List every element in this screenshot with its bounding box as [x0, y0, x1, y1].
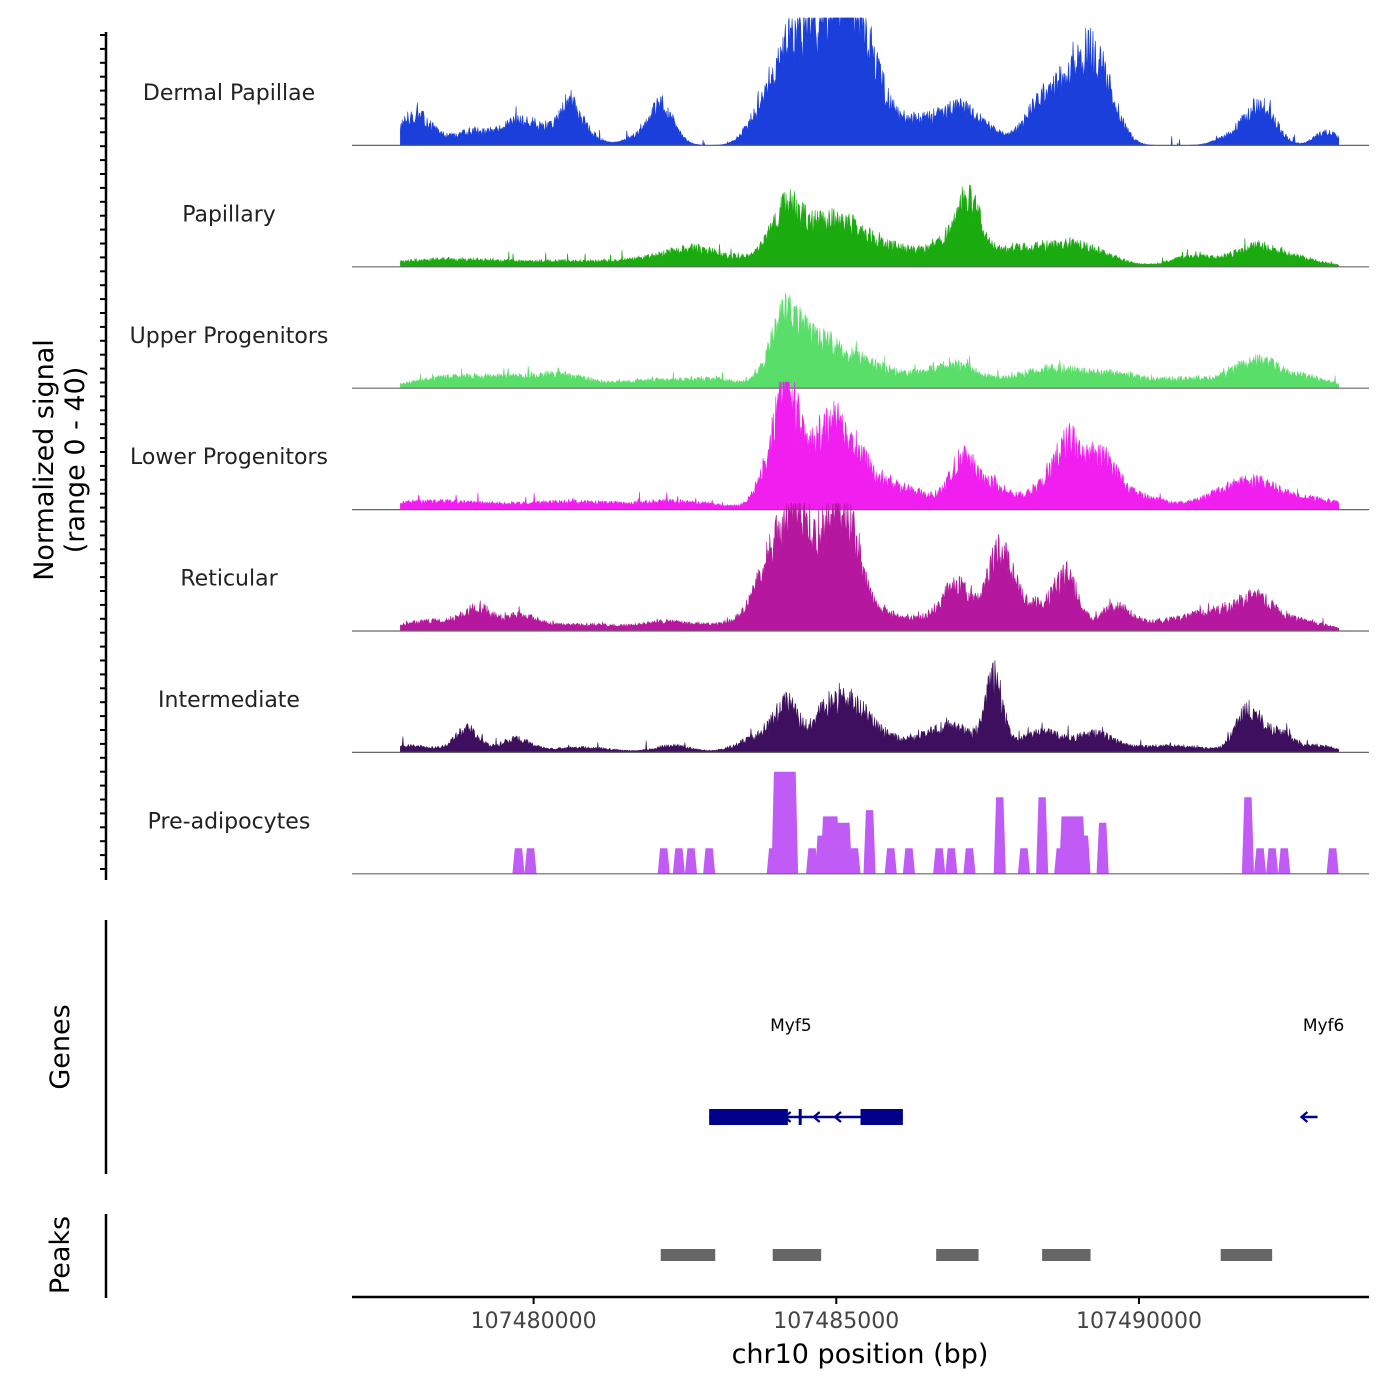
coverage-spike: [902, 848, 915, 874]
track-label: Reticular: [180, 567, 278, 592]
coverage-spike: [963, 848, 976, 874]
coverage-y-axis-title-line1: Normalized signal: [29, 339, 60, 581]
coverage-track: Intermediate: [158, 660, 1369, 754]
gene-label: Myf5: [770, 1016, 812, 1036]
coverage-spike: [945, 848, 958, 874]
coverage-area: [400, 660, 1339, 753]
strand-chevron: [811, 1111, 821, 1123]
coverage-y-axis-title-line2: (range 0 - 40): [60, 367, 91, 554]
coverage-spike: [1036, 797, 1049, 874]
coverage-spike: [1326, 848, 1339, 874]
coverage-spike: [512, 848, 525, 874]
coverage-spike: [933, 848, 946, 874]
coverage-track: Upper Progenitors: [130, 293, 1369, 389]
x-tick-label: 107490000: [1076, 1309, 1202, 1334]
coverage-spike: [884, 848, 897, 874]
coverage-spike: [1278, 848, 1291, 874]
gene-label: Myf6: [1303, 1016, 1345, 1036]
coverage-spike: [993, 797, 1006, 874]
peaks-panel: Peaks: [45, 1214, 1273, 1298]
coverage-tracks: Dermal Papillae Papillary Upper Progenitor…: [130, 17, 1369, 875]
track-label: Dermal Papillae: [143, 81, 315, 106]
x-axis: 107480000 107485000 107490000 chr10 positi…: [352, 1295, 1369, 1370]
x-tick-label: 107480000: [471, 1309, 597, 1334]
peak-regions: [660, 1249, 1273, 1261]
track-label: Papillary: [182, 202, 276, 227]
coverage-spike: [684, 848, 698, 874]
coverage-track: Reticular: [180, 503, 1369, 632]
gene-model: Myf5: [709, 1016, 903, 1125]
gene-exon: [709, 1109, 788, 1125]
coverage-track: Papillary: [182, 184, 1369, 268]
x-axis-ticks: 107480000 107485000 107490000: [471, 1297, 1202, 1334]
coverage-area: [400, 293, 1339, 389]
coverage-spike: [1078, 835, 1091, 874]
strand-chevron: [782, 1111, 792, 1123]
gene-models: Myf5 Myf6: [709, 1016, 1344, 1125]
coverage-panel: Normalized signal (range 0 - 40) Dermal …: [29, 17, 1369, 880]
coverage-spike: [1241, 797, 1254, 874]
coverage-spike: [806, 848, 819, 874]
gene-model: Myf6: [1299, 1016, 1345, 1123]
coverage-area: [400, 184, 1339, 268]
coverage-spike: [832, 822, 852, 874]
coverage-spike: [1266, 848, 1279, 874]
peak-region: [1220, 1249, 1273, 1261]
peak-region: [1042, 1249, 1091, 1261]
x-tick-label: 107485000: [773, 1309, 899, 1334]
coverage-spike: [703, 848, 716, 874]
coverage-y-axis-ticks: [100, 34, 106, 870]
peak-region: [936, 1249, 979, 1261]
track-label: Upper Progenitors: [130, 324, 329, 349]
peaks-y-axis-title: Peaks: [45, 1216, 76, 1294]
coverage-area: [400, 503, 1339, 632]
coverage-spike: [1254, 848, 1267, 874]
strand-arrow: [1299, 1111, 1309, 1123]
coverage-spike: [863, 810, 876, 874]
x-axis-title: chr10 position (bp): [732, 1339, 989, 1370]
coverage-track: Lower Progenitors: [130, 381, 1369, 511]
gene-exon: [860, 1109, 903, 1125]
genes-panel: Genes Myf5 Myf6: [45, 920, 1344, 1174]
coverage-area: [400, 381, 1339, 510]
track-label: Lower Progenitors: [130, 445, 328, 470]
strand-chevron: [833, 1111, 842, 1123]
strand-chevron: [763, 1111, 772, 1123]
track-label: Intermediate: [158, 688, 300, 713]
coverage-spike: [657, 848, 670, 874]
coverage-spike: [1059, 816, 1086, 874]
coverage-spike: [524, 848, 537, 874]
coverage-spike: [672, 848, 685, 874]
coverage-track: Pre-adipocytes: [148, 771, 1369, 875]
coverage-area: [400, 17, 1339, 146]
coverage-track: Dermal Papillae: [143, 17, 1369, 146]
genes-y-axis-title: Genes: [45, 1004, 76, 1089]
peak-region: [772, 1249, 822, 1261]
track-label: Pre-adipocytes: [148, 809, 311, 834]
coverage-spike: [771, 771, 799, 874]
coverage-spike: [1096, 822, 1109, 874]
coverage-spike: [1017, 848, 1030, 874]
coverage-spike: [848, 848, 861, 874]
peak-region: [660, 1249, 716, 1261]
